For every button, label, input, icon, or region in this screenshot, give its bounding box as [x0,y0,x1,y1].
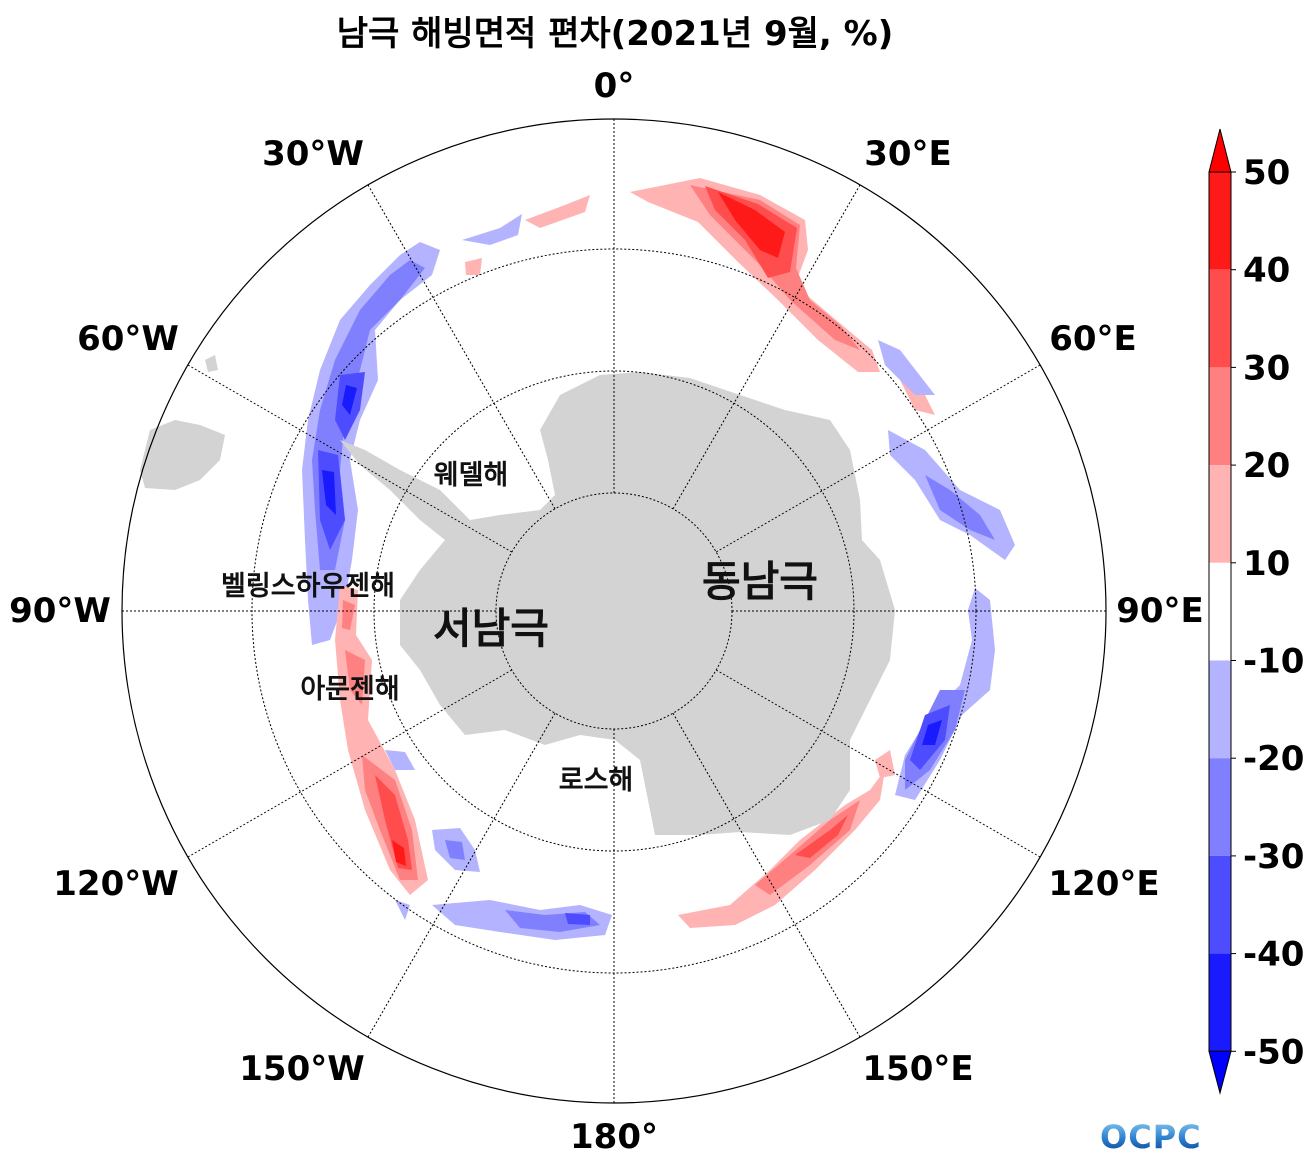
map-title: 남극 해빙면적 편차(2021년 9월, %) [336,14,894,54]
negative-anomaly-area [878,340,1015,560]
colorbar-tick-label: 20 [1243,446,1290,486]
meridian-label-180: 180° [570,1117,658,1157]
colorbar-tick-label: -40 [1243,935,1304,975]
colorbar-tick-label: -10 [1243,642,1304,682]
colorbar-extend-min [1208,1050,1232,1095]
colorbar-tick-label: -50 [1243,1032,1304,1072]
meridian-label-90e: 90°E [1116,591,1204,631]
meridian-label-0: 0° [594,66,635,106]
positive-anomaly-area [678,750,895,928]
negative-anomaly-area [925,475,995,540]
positive-anomaly-area [795,815,848,858]
region-label-bellingshausen-sea: 벨링스하우젠해 [221,571,395,602]
colorbar-bin [1209,660,1231,759]
colorbar-tick-label: 40 [1243,251,1290,291]
colorbar-tick-label: -20 [1243,739,1304,779]
negative-anomaly-area [445,840,465,860]
colorbar-extend-max [1208,128,1232,173]
positive-anomaly-area [718,192,785,258]
colorbar-bin [1209,367,1231,466]
meridian-label-150e: 150°E [862,1049,973,1089]
region-label-amundsen-sea: 아문젠해 [300,674,399,705]
colorbar-tick-label: 30 [1243,348,1290,388]
colorbar-bin [1209,269,1231,368]
region-label-weddell-sea: 웨델해 [434,460,509,491]
negative-anomaly-area [385,750,415,920]
sea-ice-anomaly-layer [302,178,1015,940]
antarctica-land [340,372,895,835]
map-boundary [121,118,1107,1104]
region-label-west-antarctica: 서남극 [433,604,549,653]
meridian-label-90w: 90°W [9,591,111,631]
colorbar-tick-label: 10 [1243,544,1290,584]
colorbar-bin [1209,855,1231,954]
meridian-label-60w: 60°W [77,319,179,359]
colorbar: 50 40 30 20 10 -10 -20 -30 -40 -50 [1208,128,1304,1095]
negative-anomaly-area [322,385,357,515]
graticule [122,119,1106,1103]
negative-anomaly-area [922,720,942,745]
meridian-label-120e: 120°E [1048,864,1159,904]
positive-anomaly-area [465,195,590,275]
region-label-east-antarctica: 동남극 [702,557,818,606]
region-label-ross-sea: 로스해 [559,765,634,796]
meridian-label-30e: 30°E [864,134,952,174]
south-america-land [140,355,225,490]
negative-anomaly-area [462,214,522,245]
colorbar-bin [1209,758,1231,856]
meridian-label-120w: 120°W [53,864,178,904]
meridian-label-60e: 60°E [1049,319,1137,359]
positive-anomaly-area [375,775,412,870]
colorbar-bin [1209,562,1231,661]
positive-anomaly-area [392,840,406,866]
colorbar-tick-label: 50 [1243,153,1290,193]
colorbar-bin [1209,953,1231,1052]
colorbar-bin [1209,172,1231,270]
colorbar-tick-label: -30 [1243,837,1304,877]
meridian-label-30w: 30°W [262,134,364,174]
negative-anomaly-area [565,913,590,925]
colorbar-bin [1209,465,1231,563]
ocpc-logo: OCPC [1100,1118,1202,1156]
meridian-label-150w: 150°W [239,1049,364,1089]
